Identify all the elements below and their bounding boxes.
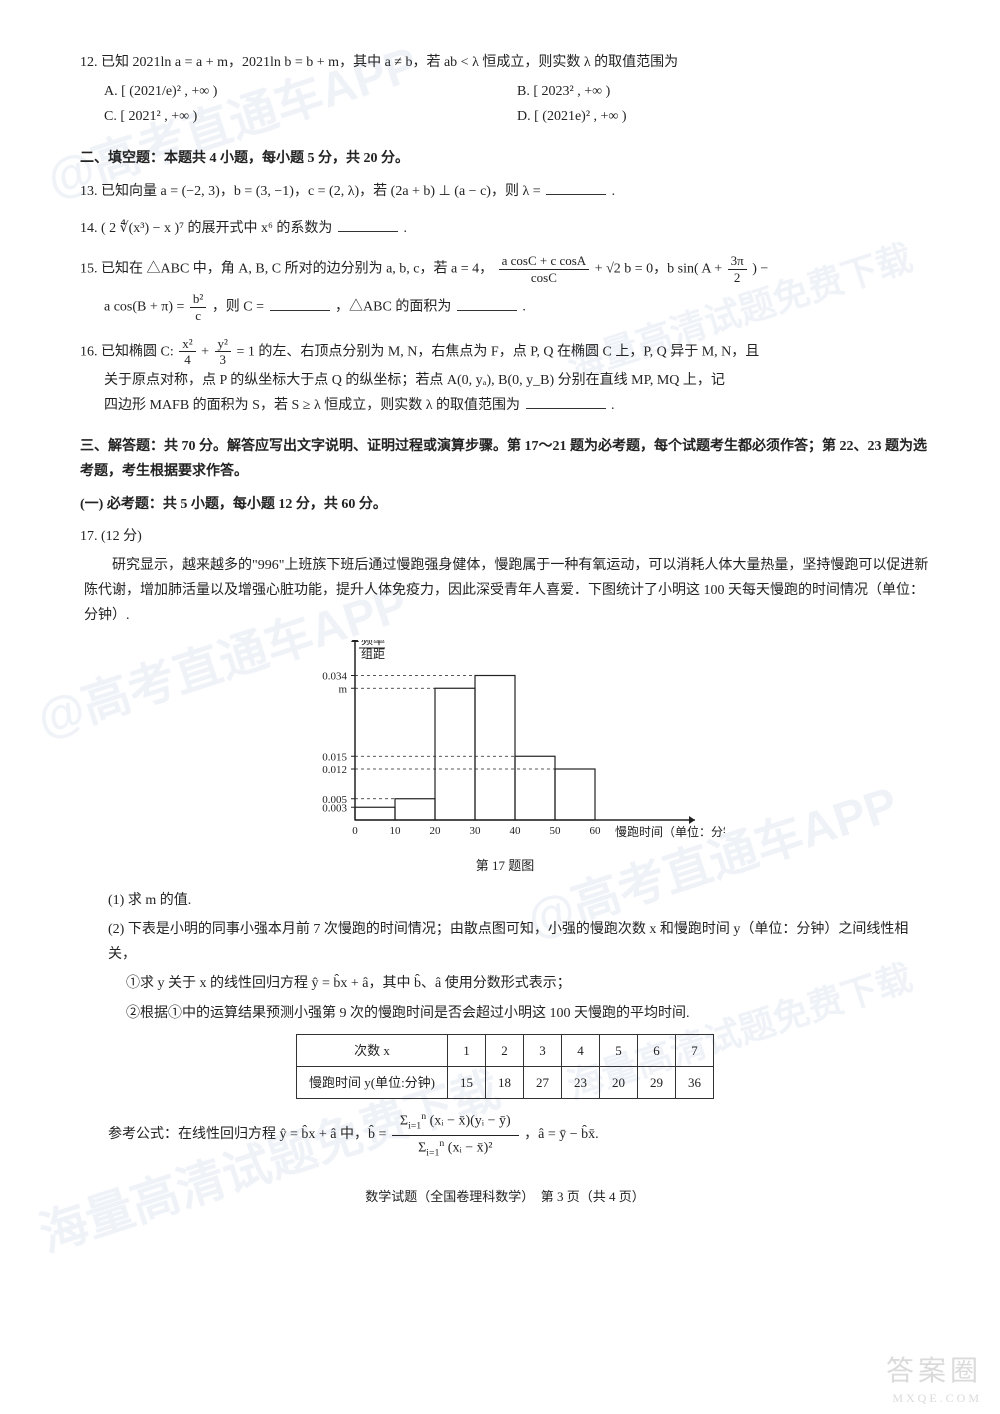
svg-text:40: 40 bbox=[510, 825, 522, 837]
fraction: a cosC + c cosA cosC bbox=[499, 253, 590, 285]
svg-text:0.012: 0.012 bbox=[322, 764, 347, 776]
fraction: 3π 2 bbox=[728, 253, 747, 285]
svg-text:0.015: 0.015 bbox=[322, 752, 347, 764]
svg-text:10: 10 bbox=[390, 825, 402, 837]
q12-num: 12. bbox=[80, 55, 98, 70]
problem-17: 17. (12 分) 研究显示，越来越多的"996"上班族下班后通过慢跑强身健体… bbox=[80, 524, 930, 1161]
table-row: 慢跑时间 y(单位:分钟) 15 18 27 23 20 29 36 bbox=[296, 1067, 713, 1099]
svg-text:0: 0 bbox=[352, 825, 358, 837]
svg-text:频率: 频率 bbox=[361, 640, 385, 647]
fraction: b² c bbox=[190, 291, 206, 323]
blank bbox=[546, 179, 606, 194]
table-header-x: 次数 x bbox=[296, 1034, 447, 1066]
q17-num: 17. bbox=[80, 529, 98, 544]
q17-part1: (1) 求 m 的值. bbox=[108, 888, 930, 913]
blank bbox=[457, 295, 517, 310]
svg-text:m: m bbox=[338, 684, 347, 696]
section2-title: 二、填空题：本题共 4 小题，每小题 5 分，共 20 分。 bbox=[80, 146, 930, 171]
q17-part2-2: ②根据①中的运算结果预测小强第 9 次的慢跑时间是否会超过小明这 100 天慢跑… bbox=[126, 1001, 930, 1026]
q12-optA: A. [ (2021/e)² , +∞ ) bbox=[104, 79, 517, 104]
q14-text-a: ( 2 ∜(x³) − x )⁷ 的展开式中 x⁶ 的系数为 bbox=[101, 221, 332, 236]
q12-optB: B. [ 2023² , +∞ ) bbox=[517, 79, 930, 104]
q17-part2: (2) 下表是小明的同事小强本月前 7 次慢跑的时间情况；由散点图可知，小强的慢… bbox=[108, 917, 930, 967]
table-row: 次数 x 1 2 3 4 5 6 7 bbox=[296, 1034, 713, 1066]
fraction: y² 3 bbox=[215, 336, 231, 368]
blank bbox=[338, 217, 398, 232]
q12-optD: D. [ (2021e)² , +∞ ) bbox=[517, 104, 930, 129]
svg-text:60: 60 bbox=[590, 825, 602, 837]
q16-num: 16. bbox=[80, 344, 98, 359]
reference-formula: 参考公式：在线性回归方程 ŷ = b̂x + â 中，b̂ = Σi=1n (x… bbox=[108, 1109, 930, 1160]
problem-16: 16. 已知椭圆 C: x² 4 + y² 3 = 1 的左、右顶点分别为 M,… bbox=[80, 336, 930, 419]
q12-optC: C. [ 2021² , +∞ ) bbox=[104, 104, 517, 129]
problem-14: 14. ( 2 ∜(x³) − x )⁷ 的展开式中 x⁶ 的系数为 . bbox=[80, 216, 930, 241]
fraction: x² 4 bbox=[179, 336, 195, 368]
q14-text-b: . bbox=[403, 221, 407, 236]
histogram-chart: 频率组距慢跑时间（单位：分钟）0.0030.0050.0120.015m0.03… bbox=[80, 640, 930, 850]
q17-table: 次数 x 1 2 3 4 5 6 7 慢跑时间 y(单位:分钟) 15 18 2… bbox=[296, 1034, 714, 1100]
corner-url: MXQE.COM bbox=[892, 1388, 982, 1410]
q17-para1: 研究显示，越来越多的"996"上班族下班后通过慢跑强身健体，慢跑属于一种有氧运动… bbox=[84, 553, 930, 629]
blank bbox=[270, 295, 330, 310]
svg-text:0.005: 0.005 bbox=[322, 794, 347, 806]
q17-points: (12 分) bbox=[101, 529, 142, 544]
table-header-y: 慢跑时间 y(单位:分钟) bbox=[296, 1067, 447, 1099]
chart-caption: 第 17 题图 bbox=[80, 854, 930, 877]
q14-num: 14. bbox=[80, 221, 98, 236]
q13-text-a: 已知向量 a = (−2, 3)，b = (3, −1)，c = (2, λ)，… bbox=[101, 184, 541, 199]
svg-text:组距: 组距 bbox=[361, 647, 385, 661]
q17-part2-1: ①求 y 关于 x 的线性回归方程 ŷ = b̂x + â，其中 b̂、â 使用… bbox=[126, 971, 930, 996]
svg-text:30: 30 bbox=[470, 825, 482, 837]
svg-text:慢跑时间（单位：分钟）: 慢跑时间（单位：分钟） bbox=[615, 824, 725, 839]
q13-num: 13. bbox=[80, 184, 98, 199]
svg-text:0.034: 0.034 bbox=[322, 671, 347, 683]
histogram-svg: 频率组距慢跑时间（单位：分钟）0.0030.0050.0120.015m0.03… bbox=[285, 640, 725, 850]
section3-title: 三、解答题：共 70 分。解答应写出文字说明、证明过程或演算步骤。第 17～21… bbox=[80, 434, 930, 484]
svg-text:50: 50 bbox=[550, 825, 562, 837]
q15-num: 15. bbox=[80, 261, 98, 276]
big-fraction: Σi=1n (xᵢ − x̄)(yᵢ − ȳ) Σi=1n (xᵢ − x̄)² bbox=[392, 1109, 519, 1160]
q13-text-b: . bbox=[612, 184, 616, 199]
blank bbox=[526, 393, 606, 408]
problem-12: 12. 已知 2021ln a = a + m，2021ln b = b + m… bbox=[80, 50, 930, 130]
svg-text:20: 20 bbox=[430, 825, 442, 837]
q12-options: A. [ (2021/e)² , +∞ ) B. [ 2023² , +∞ ) … bbox=[104, 79, 930, 129]
problem-15: 15. 已知在 △ABC 中，角 A, B, C 所对的边分别为 a, b, c… bbox=[80, 253, 930, 323]
section3-sub: (一) 必考题：共 5 小题，每小题 12 分，共 60 分。 bbox=[80, 492, 930, 517]
page-footer: 数学试题（全国卷理科数学） 第 3 页（共 4 页） bbox=[80, 1185, 930, 1208]
q12-text: 已知 2021ln a = a + m，2021ln b = b + m，其中 … bbox=[101, 55, 678, 70]
problem-13: 13. 已知向量 a = (−2, 3)，b = (3, −1)，c = (2,… bbox=[80, 179, 930, 204]
